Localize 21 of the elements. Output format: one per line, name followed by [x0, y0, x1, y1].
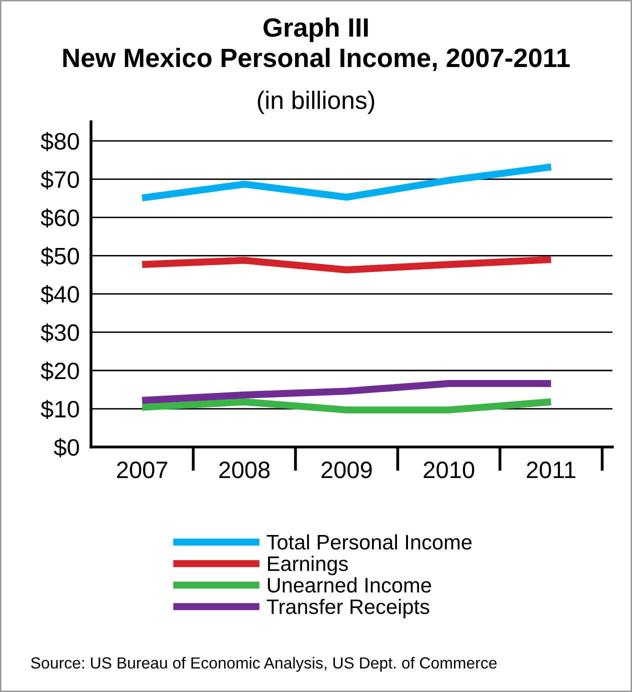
y-tick-label: $80	[40, 132, 79, 152]
chart-title: Graph III New Mexico Personal Income, 2007-2011	[63, 18, 570, 72]
x-tick-label: 2010	[424, 462, 474, 478]
y-tick-label: $50	[40, 246, 79, 266]
chart-subtitle: (in billions)	[258, 90, 374, 114]
x-tick-label: 2011	[526, 462, 576, 478]
y-tick-label: $20	[40, 362, 79, 381]
y-tick-label: $40	[40, 285, 79, 304]
y-tick-label: $60	[40, 208, 79, 228]
y-tick-label: $0	[54, 438, 79, 458]
x-tick-label: 2009	[322, 462, 372, 478]
x-tick-label: 2008	[219, 462, 270, 478]
y-tick-label: $10	[40, 400, 79, 419]
x-tick-label: 2007	[117, 462, 168, 478]
legend-label: Transfer Receipts	[266, 598, 430, 618]
y-tick-label: $30	[40, 323, 79, 342]
legend-label: Unearned Income	[268, 577, 432, 593]
legend-label: Total Personal Income	[266, 534, 472, 550]
source-note: Source: US Bureau of Economic Analysis, US Dept. of Commerce	[31, 656, 497, 672]
legend-label: Earnings	[268, 556, 348, 576]
y-tick-label: $70	[40, 170, 79, 190]
